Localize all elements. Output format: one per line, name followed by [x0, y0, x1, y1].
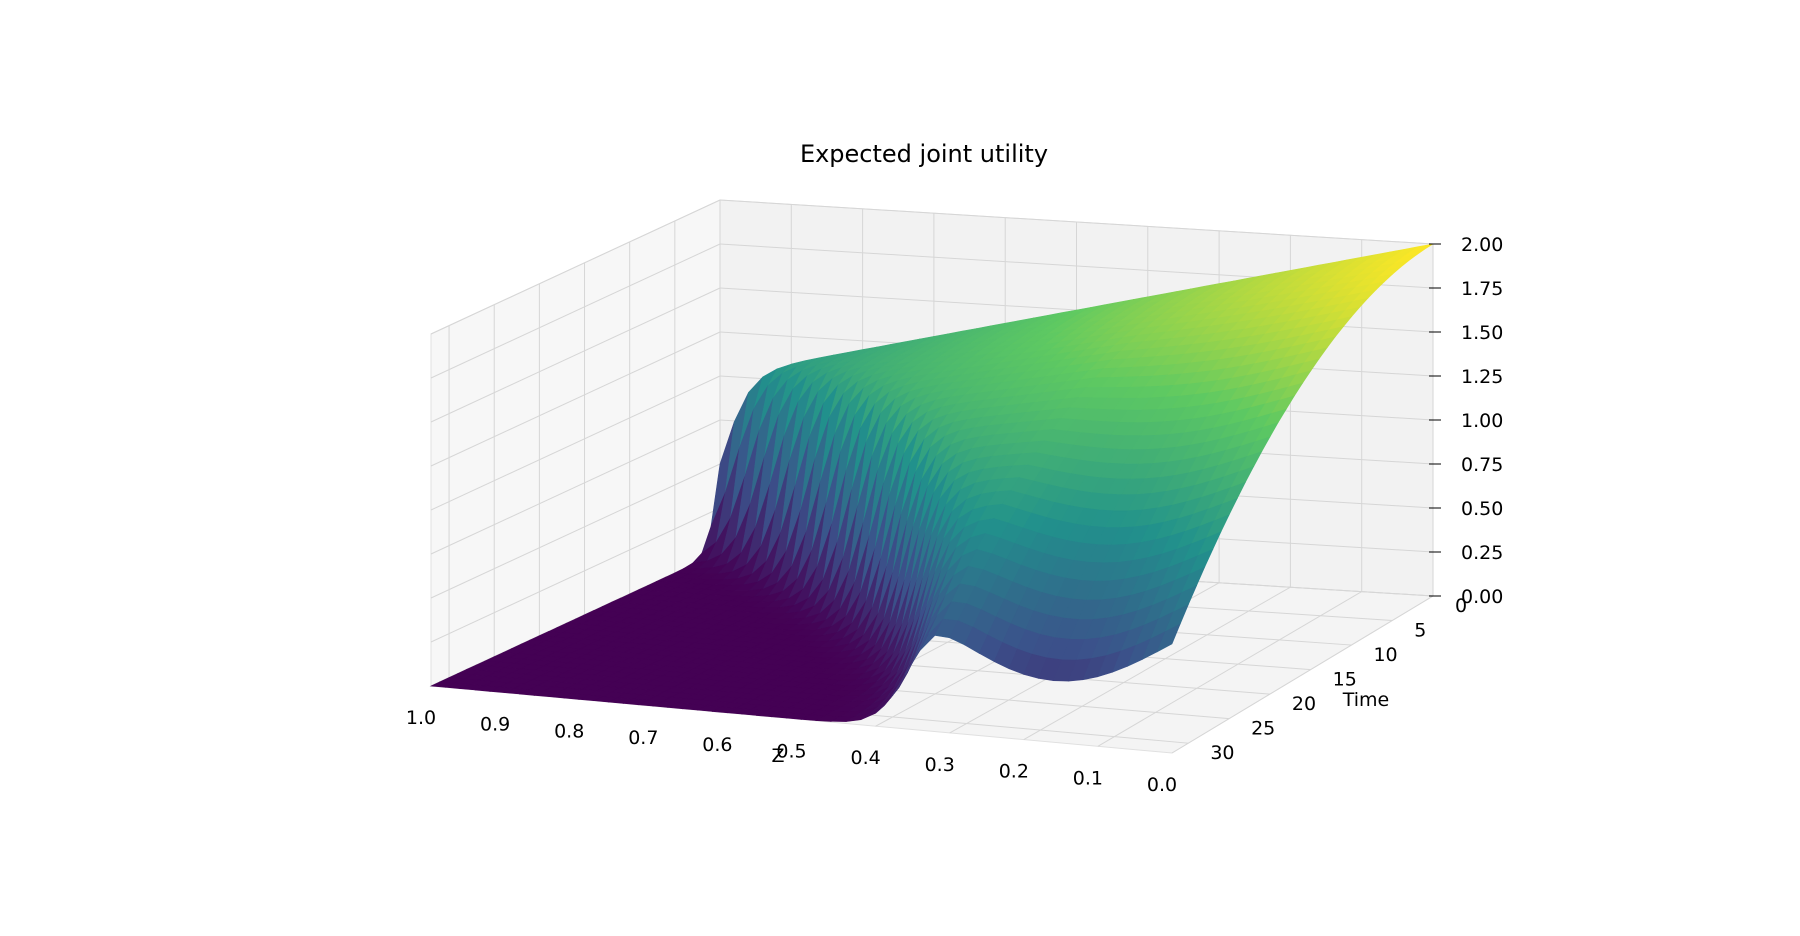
- x-tick-label: 0.0: [1147, 774, 1177, 796]
- x-tick-label: 0.3: [925, 754, 955, 776]
- y-tick-label: 30: [1210, 742, 1234, 764]
- z-tick-label: 1.25: [1461, 366, 1503, 388]
- y-axis-label: Time: [1342, 689, 1390, 711]
- grid-line: [1097, 591, 1362, 747]
- z-tick-label: 0.50: [1461, 498, 1503, 520]
- y-tick-label: 5: [1414, 620, 1426, 642]
- grid-line: [1171, 595, 1434, 754]
- x-tick-label: 0.4: [850, 747, 880, 769]
- y-tick-label: 25: [1251, 718, 1275, 740]
- z-tick-label: 0.25: [1461, 542, 1503, 564]
- x-tick-label: 0.9: [480, 714, 510, 736]
- chart-title: Expected joint utility: [800, 140, 1048, 168]
- x-tick-label: 0.6: [702, 734, 732, 756]
- grid-line: [430, 419, 721, 555]
- grid-line: [430, 375, 721, 511]
- y-tick-label: 0: [1455, 595, 1467, 617]
- z-tick-label: 1.00: [1461, 410, 1503, 432]
- y-tick-label: 20: [1292, 693, 1316, 715]
- x-tick-label: 1.0: [406, 707, 436, 729]
- x-axis-label: Z: [771, 745, 784, 767]
- z-tick-label: 2.00: [1461, 234, 1503, 256]
- z-tick-label: 0.00: [1461, 586, 1503, 608]
- z-tick-label: 0.75: [1461, 454, 1503, 476]
- y-tick-label: 10: [1373, 644, 1397, 666]
- grid-line: [430, 199, 721, 335]
- grid-line: [430, 331, 721, 467]
- x-tick-label: 0.8: [554, 720, 584, 742]
- grid-line: [719, 199, 1434, 245]
- x-tick-label: 0.2: [999, 761, 1029, 783]
- z-tick-label: 1.75: [1461, 278, 1503, 300]
- surface-mesh: [429, 243, 1434, 722]
- grid-line: [1023, 586, 1291, 741]
- x-tick-label: 0.1: [1073, 767, 1103, 789]
- surface-patch: [1156, 623, 1181, 653]
- x-tick-label: 0.7: [628, 727, 658, 749]
- z-tick-label: 1.50: [1461, 322, 1503, 344]
- x-tick-label: 0.5: [776, 741, 806, 763]
- grid-line: [430, 463, 721, 599]
- grid-line: [430, 287, 721, 423]
- axis-ticks: 1.0 0.9 0.8 0.7 0.6 0.5 0.4 0.3 0.2 0.1 0.00510152…: [406, 234, 1503, 796]
- y-tick-label: 15: [1333, 669, 1357, 691]
- grid-line: [430, 243, 721, 379]
- grid-line: [430, 507, 721, 643]
